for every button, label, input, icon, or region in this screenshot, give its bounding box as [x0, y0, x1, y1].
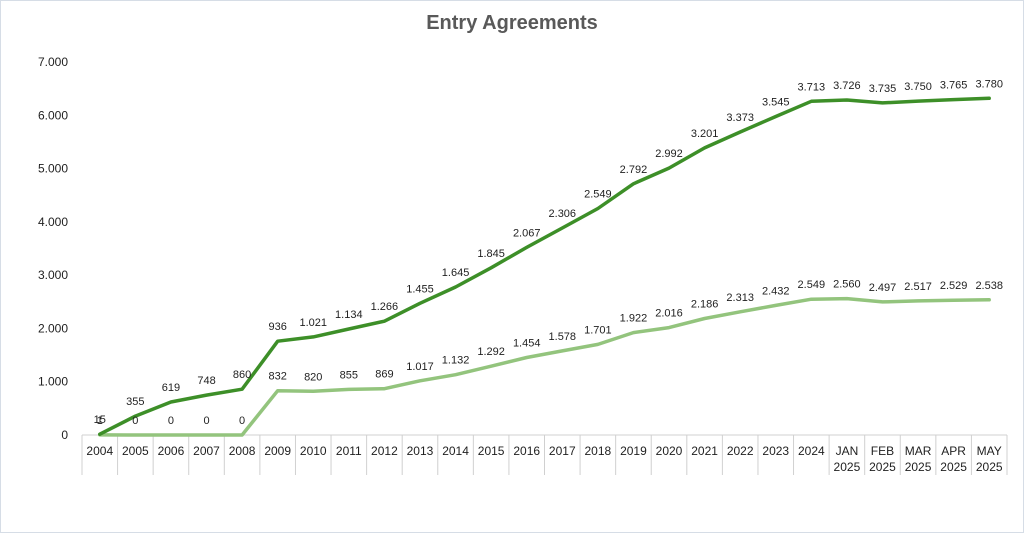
x-tick-label: 2009 — [264, 444, 291, 458]
data-label: 1.017 — [406, 361, 434, 373]
data-label: 0 — [132, 415, 138, 427]
data-label: 2.792 — [620, 164, 648, 176]
series-line-1 — [98, 296, 991, 437]
x-tick-label: 2010 — [300, 444, 327, 458]
y-tick-label: 6.000 — [38, 108, 68, 122]
x-tick-label: MAY — [977, 444, 1002, 458]
x-tick-label: 2025 — [869, 460, 896, 474]
data-label: 2.549 — [584, 189, 612, 201]
data-label: 15 — [94, 414, 106, 426]
series-line-0 — [98, 96, 991, 436]
x-tick-label: 2022 — [727, 444, 754, 458]
y-tick-label: 3.000 — [38, 268, 68, 282]
data-label: 3.750 — [904, 81, 932, 93]
x-tick-label: 2024 — [798, 444, 825, 458]
data-label: 2.529 — [940, 280, 968, 292]
x-tick-label: APR — [941, 444, 966, 458]
x-tick-label: 2019 — [620, 444, 647, 458]
data-label: 2.549 — [798, 279, 826, 291]
x-tick-label: JAN — [836, 444, 859, 458]
data-label: 2.432 — [762, 285, 790, 297]
data-label: 2.560 — [833, 279, 861, 291]
y-tick-label: 5.000 — [38, 162, 68, 176]
data-label: 1.922 — [620, 313, 648, 325]
data-label: 2.517 — [904, 281, 932, 293]
data-label: 1 — [97, 415, 103, 427]
x-tick-label: 2021 — [691, 444, 718, 458]
data-label: 2.306 — [549, 208, 577, 220]
y-tick-label: 4.000 — [38, 215, 68, 229]
x-tick-label: FEB — [871, 444, 894, 458]
data-label: 1.266 — [371, 301, 399, 313]
data-label: 1.578 — [549, 331, 577, 343]
x-tick-label: 2014 — [442, 444, 469, 458]
data-label: 3.726 — [833, 80, 861, 92]
data-label: 3.373 — [726, 112, 754, 124]
x-tick-label: 2017 — [549, 444, 576, 458]
data-label: 1.701 — [584, 324, 612, 336]
data-label: 3.780 — [975, 78, 1003, 90]
data-label: 1.845 — [477, 248, 505, 260]
data-label: 2.992 — [655, 148, 683, 160]
data-label: 3.545 — [762, 97, 790, 109]
x-tick-label: 2015 — [478, 444, 505, 458]
data-label: 1.455 — [406, 283, 434, 295]
y-tick-label: 1.000 — [38, 375, 68, 389]
data-label: 832 — [268, 371, 286, 383]
data-label: 3.201 — [691, 128, 719, 140]
x-tick-label: 2005 — [122, 444, 149, 458]
data-label: 3.735 — [869, 83, 897, 95]
x-tick-label: 2018 — [585, 444, 612, 458]
y-tick-label: 2.000 — [38, 321, 68, 335]
x-tick-label: 2020 — [656, 444, 683, 458]
data-label: 2.313 — [726, 292, 754, 304]
data-label: 0 — [203, 415, 209, 427]
data-label: 1.292 — [477, 346, 505, 358]
data-label: 855 — [340, 369, 358, 381]
x-tick-label: 2025 — [940, 460, 967, 474]
data-label: 3.765 — [940, 80, 968, 92]
data-label: 860 — [233, 369, 251, 381]
data-label: 1.645 — [442, 267, 470, 279]
y-tick-label: 7.000 — [38, 55, 68, 69]
data-label: 0 — [168, 415, 174, 427]
x-tick-label: 2007 — [193, 444, 220, 458]
x-tick-label: 2016 — [513, 444, 540, 458]
x-tick-label: MAR — [905, 444, 932, 458]
x-tick-label: 2011 — [336, 444, 362, 458]
x-tick-label: 2008 — [229, 444, 256, 458]
data-label: 1.132 — [442, 355, 470, 367]
data-label: 0 — [239, 415, 245, 427]
data-label: 748 — [197, 375, 215, 387]
data-label: 936 — [268, 321, 286, 333]
x-tick-label: 2012 — [371, 444, 398, 458]
x-tick-label: 2025 — [905, 460, 932, 474]
x-tick-label: 2013 — [407, 444, 434, 458]
x-tick-label: 2004 — [86, 444, 113, 458]
data-label: 869 — [375, 369, 393, 381]
data-label: 1.454 — [513, 338, 541, 350]
x-tick-label: 2006 — [158, 444, 185, 458]
data-label: 1.021 — [299, 317, 327, 329]
x-tick-label: 2025 — [834, 460, 861, 474]
data-label: 2.538 — [975, 280, 1003, 292]
data-label: 2.186 — [691, 299, 719, 311]
data-label: 3.713 — [798, 81, 826, 93]
data-label: 1.134 — [335, 309, 363, 321]
data-label: 355 — [126, 396, 144, 408]
data-label: 619 — [162, 382, 180, 394]
data-label: 2.016 — [655, 308, 683, 320]
y-tick-label: 0 — [61, 428, 68, 442]
x-tick-label: 2025 — [976, 460, 1003, 474]
data-label: 2.067 — [513, 227, 541, 239]
data-label: 2.497 — [869, 282, 897, 294]
chart-title: Entry Agreements — [426, 12, 598, 34]
x-tick-label: 2023 — [762, 444, 789, 458]
data-label: 820 — [304, 371, 322, 383]
